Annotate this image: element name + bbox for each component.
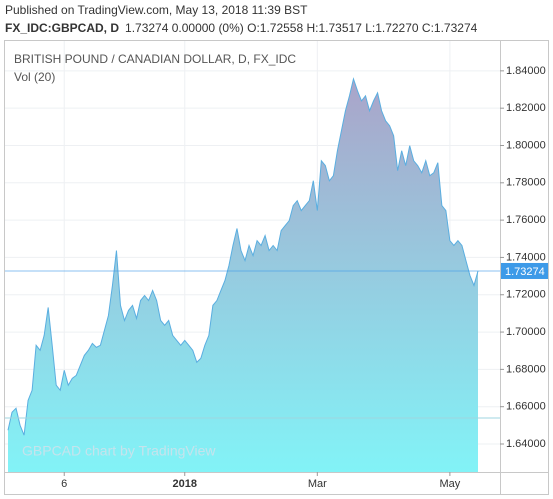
last-price-box <box>501 262 548 279</box>
y-tick-label: 1.72000 <box>506 289 546 301</box>
quote: 1.73274 0.00000 (0%) O:1.72558 H:1.73517… <box>125 21 478 35</box>
y-tick-label: 1.84000 <box>506 65 546 77</box>
plot <box>5 77 500 472</box>
y-tick-label: 1.76000 <box>506 214 546 226</box>
chart-title: BRITISH POUND / CANADIAN DOLLAR, D, FX_I… <box>14 52 296 66</box>
area-fill <box>8 78 478 472</box>
y-tick-label: 1.68000 <box>506 363 546 375</box>
y-tick-label: 1.82000 <box>506 102 546 114</box>
last-price-label: 1.73274 <box>505 266 545 278</box>
chart-subtitle: Vol (20) <box>14 70 55 84</box>
published-line: Published on TradingView.com, May 13, 20… <box>5 3 308 17</box>
y-tick-label: 1.66000 <box>506 401 546 413</box>
axes: 1.64000 1.66000 1.68000 1.70000 1.72000 1.740… <box>61 65 548 490</box>
symbol: FX_IDC:GBPCAD, D <box>5 21 119 35</box>
x-tick-label: 6 <box>61 478 67 490</box>
watermark: GBPCAD chart by TradingView <box>22 443 216 459</box>
chart-frame <box>4 40 549 495</box>
x-tick-label: May <box>439 478 460 490</box>
price-line-series <box>7 77 479 436</box>
x-tick-label: 2018 <box>173 478 197 490</box>
y-tick-label: 1.70000 <box>506 326 546 338</box>
x-tick-label: Mar <box>308 478 327 490</box>
y-tick-label: 1.78000 <box>506 177 546 189</box>
y-tick-label: 1.74000 <box>506 251 546 263</box>
y-tick-label: 1.80000 <box>506 139 546 151</box>
y-tick-label: 1.64000 <box>506 438 546 450</box>
quote-line: FX_IDC:GBPCAD, D 1.73274 0.00000 (0%) O:1… <box>5 21 478 35</box>
